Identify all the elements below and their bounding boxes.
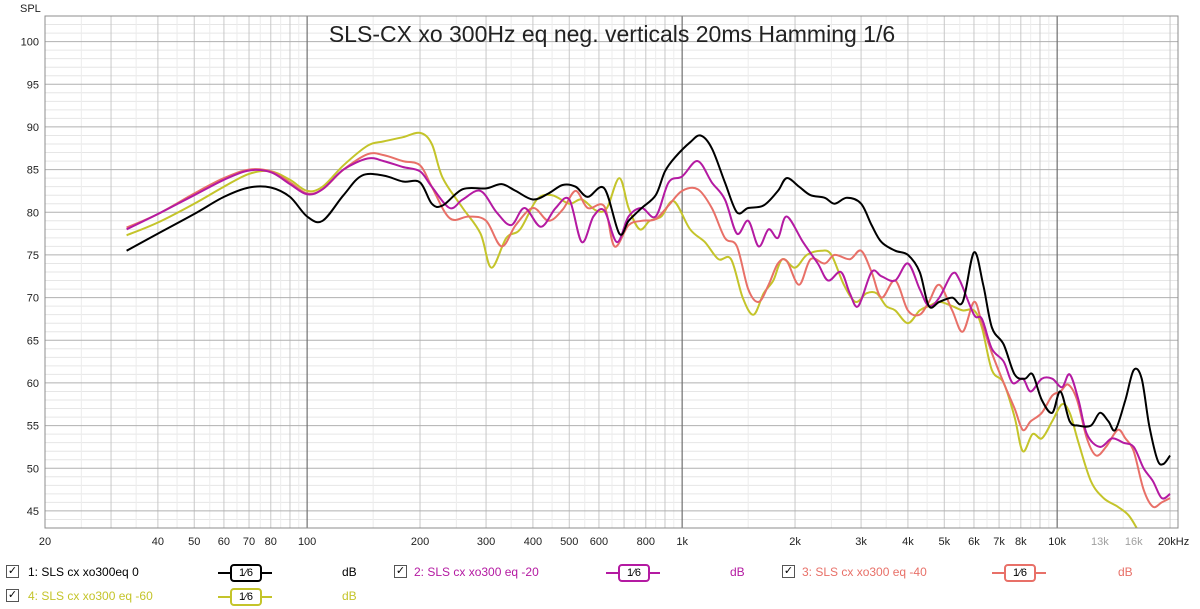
x-tick-label: 1k: [676, 536, 688, 548]
grid-minor: [44, 15, 1178, 529]
y-tick-label: 65: [27, 335, 39, 347]
smoothing-label: 1⁄6: [1004, 564, 1036, 582]
x-tick-label: 80: [265, 536, 277, 548]
legend-item-1[interactable]: ✓ 1: SLS cx xo300eq 0 1⁄6 dB: [6, 562, 386, 582]
x-tick-label: 20: [39, 536, 51, 548]
y-tick-label: 95: [27, 79, 39, 91]
x-tick-label: 40: [152, 536, 164, 548]
unit-label: dB: [1118, 565, 1133, 579]
y-tick-label: 90: [27, 122, 39, 134]
x-tick-label: 800: [637, 536, 655, 548]
checkbox-series-4[interactable]: ✓: [6, 589, 19, 602]
smoothing-button[interactable]: 1⁄6: [218, 587, 272, 606]
x-tick-label: 60: [218, 536, 230, 548]
y-tick-label: 55: [27, 421, 39, 433]
x-tick-label: 400: [524, 536, 542, 548]
x-tick-label: 50: [188, 536, 200, 548]
x-tick-label: 7k: [993, 536, 1005, 548]
frequency-response-chart: 45 50 55 60 65 70 75 80 85 90 95 100 20 40 50 60 70 80 10…: [20, 3, 1190, 548]
x-tick-label: 10k: [1048, 536, 1066, 548]
unit-label: dB: [342, 565, 357, 579]
y-tick-label: 50: [27, 463, 39, 475]
legend-item-3[interactable]: ✓ 3: SLS cx xo300 eq -40 1⁄6 dB: [782, 562, 1162, 582]
y-tick-label: 85: [27, 165, 39, 177]
legend-label: 4: SLS cx xo300 eq -60: [28, 589, 153, 603]
grid-major: [45, 16, 1178, 528]
y-tick-label: 100: [21, 37, 39, 49]
y-tick-label: 80: [27, 207, 39, 219]
x-tick-label: 4k: [902, 536, 914, 548]
series-line-3: [126, 152, 1171, 509]
y-tick-labels: 45 50 55 60 65 70 75 80 85 90 95 100: [21, 37, 39, 518]
legend-item-4[interactable]: ✓ 4: SLS cx xo300 eq -60 1⁄6 dB: [6, 586, 386, 606]
x-tick-label: 6k: [968, 536, 980, 548]
y-tick-label: 45: [27, 506, 39, 518]
y-axis-label: SPL: [20, 3, 41, 15]
plot-frame: [44, 15, 1179, 529]
y-tick-label: 60: [27, 378, 39, 390]
checkbox-series-1[interactable]: ✓: [6, 565, 19, 578]
x-tick-label: 20kHz: [1158, 536, 1189, 548]
legend-item-2[interactable]: ✓ 2: SLS cx xo300 eq -20 1⁄6 dB: [394, 562, 774, 582]
plot-lines: [126, 131, 1171, 528]
x-tick-label: 16k: [1125, 536, 1143, 548]
legend-label: 2: SLS cx xo300 eq -20: [414, 565, 539, 579]
x-tick-label: 8k: [1015, 536, 1027, 548]
x-tick-label: 70: [243, 536, 255, 548]
y-tick-label: 70: [27, 293, 39, 305]
series-line-1: [126, 134, 1171, 466]
unit-label: dB: [730, 565, 745, 579]
unit-label: dB: [342, 589, 357, 603]
x-tick-label: 3k: [855, 536, 867, 548]
legend: ✓ 1: SLS cx xo300eq 0 1⁄6 dB ✓ 2: SLS cx…: [0, 556, 1200, 609]
x-tick-label: 13k: [1091, 536, 1109, 548]
x-tick-label: 5k: [938, 536, 950, 548]
smoothing-button[interactable]: 1⁄6: [992, 563, 1046, 582]
legend-label: 1: SLS cx xo300eq 0: [28, 565, 139, 579]
smoothing-label: 1⁄6: [230, 588, 262, 606]
checkbox-series-3[interactable]: ✓: [782, 565, 795, 578]
checkbox-series-2[interactable]: ✓: [394, 565, 407, 578]
series-line-4: [126, 131, 1138, 528]
smoothing-label: 1⁄6: [618, 564, 650, 582]
x-tick-label: 2k: [789, 536, 801, 548]
x-tick-label: 500: [560, 536, 578, 548]
series-line-2: [126, 157, 1171, 500]
legend-label: 3: SLS cx xo300 eq -40: [802, 565, 927, 579]
x-tick-label: 300: [477, 536, 495, 548]
x-tick-label: 200: [411, 536, 429, 548]
x-tick-label: 100: [298, 536, 316, 548]
y-tick-label: 75: [27, 250, 39, 262]
x-tick-label: 600: [590, 536, 608, 548]
smoothing-button[interactable]: 1⁄6: [218, 563, 272, 582]
smoothing-button[interactable]: 1⁄6: [606, 563, 660, 582]
chart-title: SLS-CX xo 300Hz eq neg. verticals 20ms H…: [329, 21, 895, 47]
smoothing-label: 1⁄6: [230, 564, 262, 582]
x-tick-labels: 20 40 50 60 70 80 100 200 300 400 500 600 800 1k 2k 3k 4…: [39, 536, 1189, 548]
